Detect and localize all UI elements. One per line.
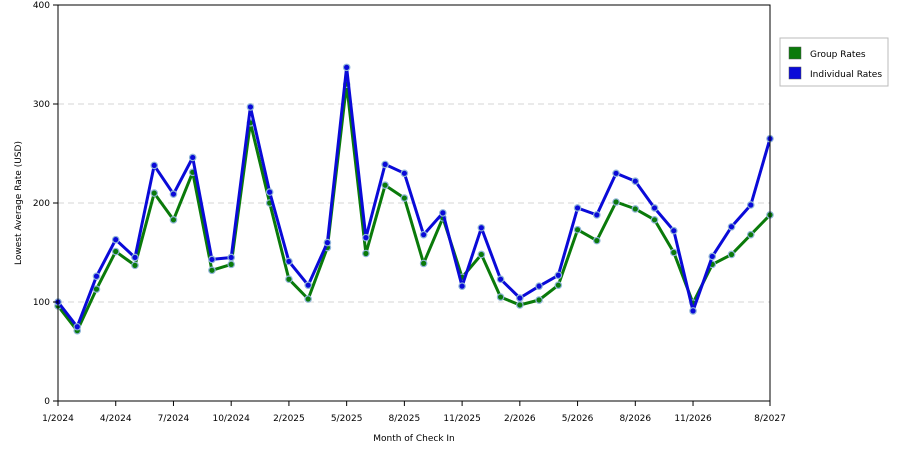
data-point <box>92 272 101 281</box>
data-point <box>554 271 563 280</box>
data-point <box>150 161 159 170</box>
x-tick-label: 2/2026 <box>504 414 536 424</box>
data-point <box>188 153 197 162</box>
series-individual-rates <box>54 63 774 331</box>
data-point <box>150 189 159 197</box>
data-point <box>458 282 466 290</box>
x-tick-label: 11/2025 <box>443 414 480 424</box>
legend-swatch <box>788 66 802 80</box>
y-tick-label: 300 <box>33 100 50 110</box>
data-point <box>131 253 139 262</box>
data-point <box>92 285 101 293</box>
data-point <box>227 253 235 262</box>
x-axis: 1/2024 4/2024 7/2024 10/2024 2/2025 5/2025 8/2… <box>42 401 786 424</box>
data-point <box>708 252 717 261</box>
x-tick-label: 5/2025 <box>331 414 363 424</box>
y-axis: 0 100 200 300 400 <box>33 1 58 407</box>
legend-swatch <box>788 46 802 60</box>
data-point <box>362 233 370 242</box>
data-point <box>477 250 486 259</box>
data-point <box>535 296 543 304</box>
data-point <box>612 198 620 206</box>
x-tick-label: 4/2024 <box>100 414 132 424</box>
data-point <box>669 248 678 257</box>
data-point <box>111 235 120 244</box>
data-point <box>208 266 216 275</box>
data-point <box>612 169 620 178</box>
x-tick-label: 8/2026 <box>619 414 651 424</box>
x-tick-label: 2/2025 <box>273 414 305 424</box>
data-point <box>496 293 505 301</box>
data-point <box>342 63 351 72</box>
legend-label: Individual Rates <box>810 70 882 80</box>
data-point <box>323 238 332 247</box>
y-tick-label: 200 <box>33 199 50 209</box>
data-point <box>669 226 678 235</box>
legend-label: Group Rates <box>810 50 866 60</box>
data-point <box>73 322 82 331</box>
y-tick-label: 400 <box>33 1 50 11</box>
data-point <box>535 282 543 290</box>
x-axis-title: Month of Check In <box>373 434 455 444</box>
data-point <box>265 188 274 196</box>
x-tick-label: 1/2024 <box>42 414 74 424</box>
data-point <box>131 261 139 270</box>
data-point <box>477 223 486 232</box>
data-point <box>362 249 370 258</box>
x-tick-label: 8/2025 <box>389 414 421 424</box>
data-point <box>285 275 293 284</box>
data-point <box>516 301 524 309</box>
data-point <box>573 204 582 212</box>
data-point <box>208 255 216 264</box>
data-point <box>439 209 447 217</box>
data-point <box>400 194 409 202</box>
data-point <box>573 225 582 234</box>
data-point <box>304 295 312 303</box>
data-point <box>419 259 428 268</box>
y-tick-label: 100 <box>33 298 50 308</box>
data-point <box>727 250 736 259</box>
x-tick-label: 10/2024 <box>212 414 250 424</box>
x-tick-label: 8/2027 <box>754 414 786 424</box>
series-layer <box>54 63 774 335</box>
x-tick-label: 11/2026 <box>674 414 712 424</box>
data-point <box>746 230 755 239</box>
data-point <box>246 103 255 111</box>
data-point <box>516 294 524 302</box>
data-point <box>400 169 409 178</box>
y-axis-title: Lowest Average Rate (USD) <box>14 141 24 265</box>
x-tick-label: 7/2024 <box>158 414 190 424</box>
data-point <box>689 307 697 315</box>
data-point <box>631 177 640 186</box>
data-point <box>727 222 736 231</box>
data-point <box>169 190 178 198</box>
data-point <box>650 204 659 212</box>
data-point <box>496 275 505 284</box>
data-point <box>419 230 428 239</box>
data-point <box>285 257 293 266</box>
data-point <box>593 211 601 219</box>
data-point <box>169 216 178 224</box>
data-point <box>111 247 120 256</box>
data-point <box>746 201 755 209</box>
x-tick-label: 5/2026 <box>562 414 594 424</box>
data-point <box>227 260 235 269</box>
data-point <box>554 281 563 289</box>
data-point <box>381 181 389 189</box>
legend: Group Rates Individual Rates <box>779 37 889 87</box>
data-point <box>304 281 312 289</box>
y-tick-label: 0 <box>44 397 50 407</box>
data-point <box>593 236 601 245</box>
data-point <box>381 160 389 169</box>
data-point <box>631 205 640 213</box>
data-point <box>650 216 659 224</box>
series-line <box>56 65 772 329</box>
